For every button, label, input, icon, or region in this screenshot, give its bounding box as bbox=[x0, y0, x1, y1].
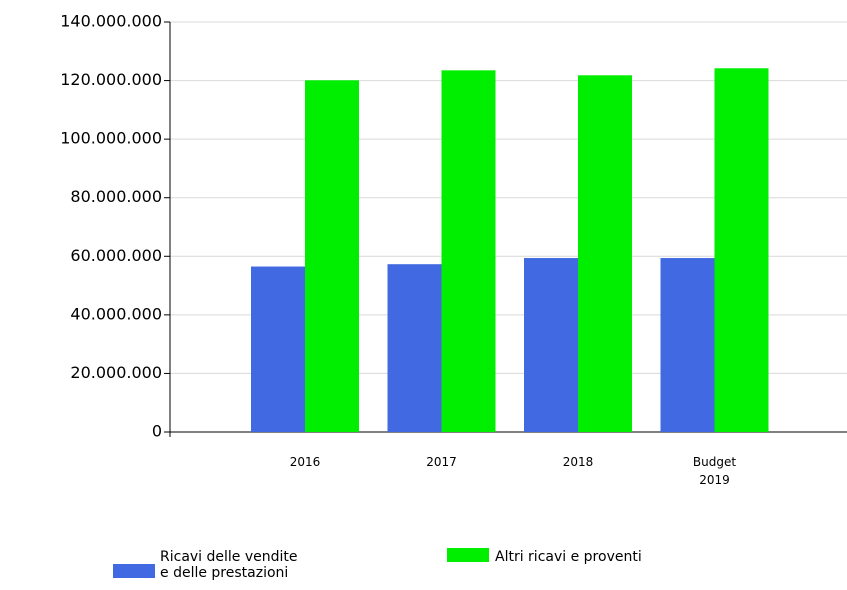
legend-label: Ricavi delle vendite e delle prestazioni bbox=[160, 549, 298, 581]
bar bbox=[441, 70, 496, 433]
bar bbox=[251, 266, 305, 432]
y-tick-label: 40.000.000 bbox=[70, 304, 162, 323]
y-tick-label: 20.000.000 bbox=[70, 363, 162, 382]
y-tick-label: 0 bbox=[152, 422, 162, 441]
bar bbox=[714, 68, 769, 433]
x-tick-label: 2018 bbox=[563, 455, 594, 469]
bar bbox=[387, 264, 442, 432]
legend-swatch bbox=[113, 564, 155, 578]
bar bbox=[660, 258, 715, 432]
bar bbox=[578, 75, 632, 433]
y-tick-label: 80.000.000 bbox=[70, 187, 162, 206]
bar bbox=[524, 258, 578, 432]
y-tick-label: 100.000.000 bbox=[60, 129, 162, 148]
x-tick-label: 2016 bbox=[290, 455, 321, 469]
x-tick-label-line: 2019 bbox=[699, 473, 730, 487]
y-tick-label: 60.000.000 bbox=[70, 246, 162, 265]
x-tick-label: 2017 bbox=[426, 455, 457, 469]
y-tick-label: 120.000.000 bbox=[60, 70, 162, 89]
y-tick-label: 140.000.000 bbox=[60, 12, 162, 31]
legend-swatch bbox=[447, 548, 489, 562]
x-tick-label-line: Budget bbox=[693, 455, 736, 469]
legend-label: Altri ricavi e proventi bbox=[495, 549, 642, 565]
x-tick-label: Budget 2019 bbox=[693, 455, 736, 487]
bar bbox=[305, 80, 359, 433]
